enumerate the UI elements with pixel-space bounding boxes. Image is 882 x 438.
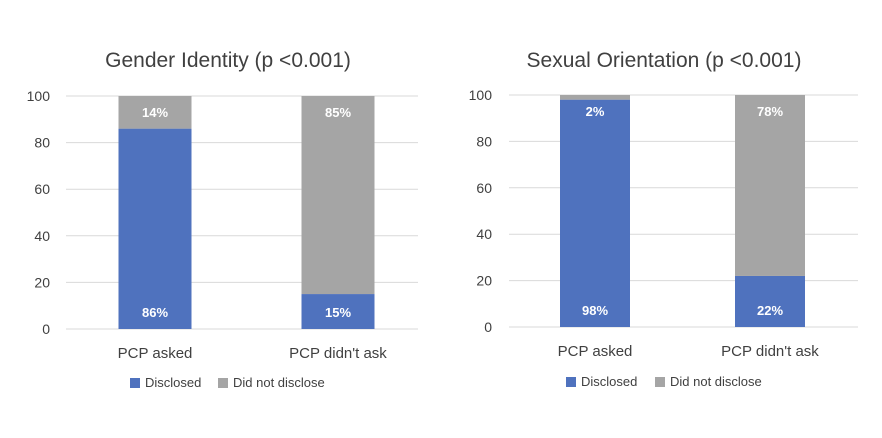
x-category-label: PCP asked <box>118 345 193 362</box>
chart-title: Gender Identity (p <0.001) <box>105 49 351 72</box>
bar-disclosed <box>301 294 375 329</box>
bar-not-disclosed <box>735 95 805 276</box>
x-category-label: PCP asked <box>558 343 633 360</box>
data-label: 85% <box>325 105 351 120</box>
legend-swatch <box>566 377 576 387</box>
data-label: 78% <box>757 104 783 119</box>
legend-label: Did not disclose <box>670 374 762 389</box>
y-tick-label: 0 <box>484 319 492 335</box>
data-label: 2% <box>586 104 605 119</box>
data-label: 86% <box>142 305 168 320</box>
y-tick-label: 80 <box>476 133 492 149</box>
y-tick-label: 20 <box>476 273 492 289</box>
chart-1: Gender Identity (p <0.001) 0 20 40 60 80 100 86… <box>27 49 418 390</box>
data-label: 15% <box>325 305 351 320</box>
chart-2: Sexual Orientation (p <0.001) 0 20 40 60 80 10… <box>469 49 858 389</box>
legend-label: Disclosed <box>581 374 637 389</box>
data-label: 14% <box>142 105 168 120</box>
legend-swatch <box>655 377 665 387</box>
y-tick-label: 40 <box>476 226 492 242</box>
x-category-label: PCP didn't ask <box>721 343 819 360</box>
data-label: 22% <box>757 303 783 318</box>
y-tick-label: 60 <box>476 180 492 196</box>
data-label: 98% <box>582 303 608 318</box>
bar-not-disclosed <box>560 95 630 100</box>
bar-disclosed <box>735 275 805 327</box>
y-tick-label: 60 <box>34 181 50 197</box>
legend-label: Did not disclose <box>233 375 325 390</box>
bar-not-disclosed <box>301 96 375 295</box>
y-tick-label: 80 <box>34 135 50 151</box>
bar-disclosed <box>118 128 192 329</box>
legend-swatch <box>218 378 228 388</box>
bar-disclosed <box>560 99 630 327</box>
x-category-label: PCP didn't ask <box>289 345 387 362</box>
y-tick-label: 100 <box>469 87 493 103</box>
bar-not-disclosed <box>118 96 192 129</box>
y-tick-label: 100 <box>27 88 51 104</box>
y-tick-label: 40 <box>34 228 50 244</box>
legend-label: Disclosed <box>145 375 201 390</box>
y-tick-label: 0 <box>42 321 50 337</box>
chart-title: Sexual Orientation (p <0.001) <box>527 49 802 72</box>
y-tick-label: 20 <box>34 274 50 290</box>
legend-swatch <box>130 378 140 388</box>
